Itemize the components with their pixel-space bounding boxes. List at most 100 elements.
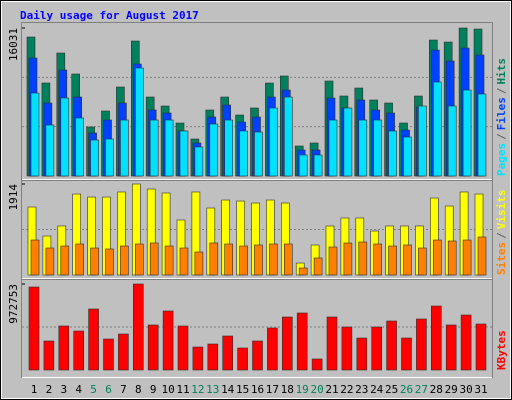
bar <box>311 358 323 371</box>
x-tick-label: 17 <box>266 383 279 396</box>
bar <box>254 244 263 276</box>
bar <box>164 119 174 177</box>
bar <box>252 340 263 371</box>
bar <box>313 257 323 276</box>
bar <box>118 333 129 371</box>
x-tick-label: 21 <box>325 383 338 396</box>
x-tick-label: 12 <box>191 383 204 396</box>
bar <box>432 239 442 276</box>
bar <box>120 119 129 177</box>
legend-entry: Files <box>495 97 508 130</box>
bar <box>45 247 55 276</box>
bar <box>133 283 144 371</box>
bar <box>281 316 293 371</box>
bar <box>75 243 84 276</box>
bar <box>418 105 427 177</box>
x-tick-label: 22 <box>340 383 353 396</box>
x-tick-label: 13 <box>206 383 219 396</box>
bar <box>341 326 353 371</box>
bar <box>135 67 144 177</box>
bar <box>177 325 189 371</box>
bar <box>90 139 99 177</box>
legend: Sites / Visits <box>495 190 508 276</box>
bar <box>386 320 397 371</box>
bar <box>388 245 397 276</box>
x-tick-label: 25 <box>385 383 398 396</box>
bar <box>75 117 84 177</box>
x-tick-label: 31 <box>474 383 487 396</box>
bar <box>358 241 368 276</box>
x-tick-label: 3 <box>60 383 67 396</box>
bar <box>45 124 55 177</box>
bar <box>147 324 159 371</box>
bar <box>343 107 353 177</box>
x-tick-label: 20 <box>310 383 323 396</box>
x-tick-label: 15 <box>236 383 249 396</box>
bar <box>239 245 248 276</box>
bar <box>90 247 99 276</box>
bar <box>60 97 70 177</box>
bar <box>192 346 204 371</box>
bar <box>430 305 442 371</box>
bar <box>88 308 99 371</box>
x-tick-label: 27 <box>415 383 428 396</box>
bar <box>224 243 233 276</box>
bar <box>371 326 383 371</box>
legend-separator: / <box>495 87 508 94</box>
bar <box>328 119 338 177</box>
bar <box>358 119 368 177</box>
bar <box>296 312 308 371</box>
x-tick-label: 8 <box>135 383 142 396</box>
bar <box>179 130 189 177</box>
bar <box>462 89 472 177</box>
bar <box>313 154 323 177</box>
legend: Pages / Files / Hits <box>495 58 508 176</box>
bar <box>28 286 40 371</box>
chart-title: Daily usage for August 2017 <box>20 9 199 22</box>
bar <box>207 343 219 371</box>
x-tick-label: 23 <box>355 383 368 396</box>
bar <box>416 318 427 371</box>
bar <box>43 340 55 371</box>
bar <box>269 243 278 276</box>
bar <box>239 130 248 177</box>
y-tick-label: 972753 <box>7 284 20 324</box>
legend-separator: / <box>495 133 508 140</box>
x-tick-label: 30 <box>459 383 472 396</box>
bar <box>194 146 204 177</box>
bar <box>73 330 84 371</box>
bar <box>477 93 487 177</box>
bar <box>373 243 383 276</box>
x-tick-label: 16 <box>251 383 264 396</box>
bar <box>403 136 412 177</box>
y-tick-label: 1914 <box>7 184 20 211</box>
bar <box>475 323 487 371</box>
x-tick-label: 5 <box>90 383 97 396</box>
bar <box>30 239 40 276</box>
bar <box>209 123 219 177</box>
bar <box>403 244 412 276</box>
y-tick-label: 16031 <box>7 28 20 61</box>
bar <box>298 267 308 276</box>
bar <box>209 242 219 276</box>
bar <box>224 119 233 177</box>
bar <box>149 119 159 177</box>
x-tick-label: 7 <box>120 383 127 396</box>
bar <box>237 347 248 371</box>
bar <box>194 251 204 276</box>
bar <box>460 314 472 371</box>
bar <box>283 243 293 276</box>
legend-entry: Pages <box>495 143 508 176</box>
bar <box>105 138 114 177</box>
bar <box>432 81 442 177</box>
bar <box>254 131 263 177</box>
bar <box>222 335 233 371</box>
bar <box>445 324 457 371</box>
bar <box>326 316 338 371</box>
x-tick-label: 11 <box>176 383 189 396</box>
bar <box>267 327 278 371</box>
bar <box>401 337 412 371</box>
bar <box>103 338 114 371</box>
